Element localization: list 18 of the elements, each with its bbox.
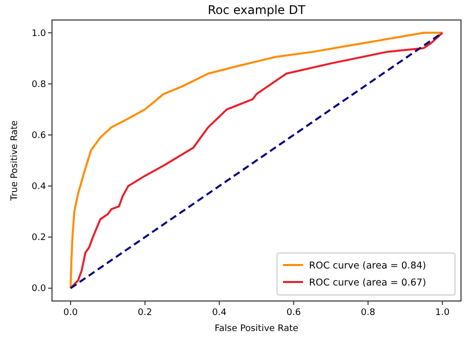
y-tick-label: 0.6	[32, 130, 46, 141]
chart-title: Roc example DT	[208, 3, 306, 17]
y-tick-label: 1.0	[32, 28, 46, 39]
y-tick-label: 0.4	[32, 182, 46, 192]
x-tick-label: 0.6	[286, 308, 302, 318]
x-tick-label: 0.4	[212, 308, 227, 318]
x-tick-label: 0.8	[360, 308, 376, 318]
y-tick-label: 0.8	[32, 80, 46, 90]
line-series	[70, 32, 444, 290]
x-axis-title: False Positive Rate	[214, 324, 299, 334]
y-tick-label: 0.0	[32, 284, 46, 294]
x-tick-label: 1.0	[435, 308, 450, 318]
x-tick-label: 0.0	[63, 308, 78, 318]
legend-label: ROC curve (area = 0.67)	[309, 278, 426, 288]
x-tick-label: 0.2	[138, 308, 152, 318]
y-axis-title: True Positive Rate	[10, 120, 20, 202]
legend-label: ROC curve (area = 0.84)	[309, 260, 426, 272]
y-tick-label: 0.2	[32, 233, 46, 244]
